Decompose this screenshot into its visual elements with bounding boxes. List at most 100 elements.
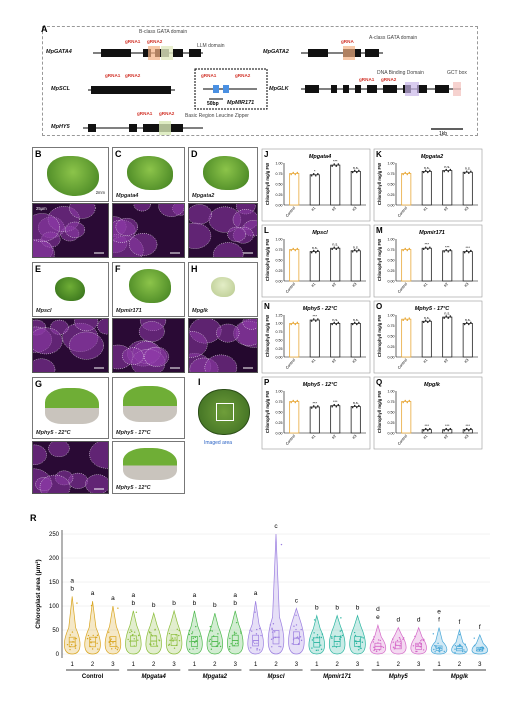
y-tick-label: 0.25 — [388, 421, 395, 425]
significance-letter: a — [193, 592, 197, 599]
line-number: 3 — [234, 662, 238, 668]
data-point — [209, 643, 212, 645]
cell-outlines — [33, 442, 108, 493]
data-point — [233, 631, 236, 633]
data-point — [313, 619, 316, 621]
x-tick-label: Control — [397, 434, 408, 446]
cell — [39, 475, 71, 493]
data-point — [312, 405, 315, 407]
y-tick-label: 0.00 — [388, 279, 395, 283]
box — [191, 636, 198, 647]
y-tick-label: 1.00 — [388, 161, 395, 165]
data-point — [408, 171, 411, 174]
box — [231, 634, 239, 647]
data-point — [149, 632, 151, 634]
data-point — [351, 171, 354, 174]
panel-c-label: C — [115, 149, 122, 159]
data-point — [377, 642, 379, 644]
y-tick-label: 0.75 — [388, 400, 395, 404]
data-point — [294, 323, 297, 326]
data-point — [311, 647, 313, 649]
bar — [442, 250, 453, 282]
box — [313, 637, 321, 648]
panel-a-label: A — [41, 24, 48, 34]
cell-outline — [69, 204, 96, 219]
data-point — [470, 427, 472, 430]
genotype-caption: Mpscl — [36, 308, 52, 314]
y-tick-label: 0.50 — [388, 182, 395, 186]
data-point — [465, 170, 468, 173]
significance-label: *** — [333, 160, 338, 164]
y-tick-label: 1.00 — [276, 389, 283, 393]
data-point — [429, 427, 431, 430]
bar-chart-L: L Mpscl 0.00 0.25 0.50 0.75 1.00 Chlorophyll mg… — [261, 224, 371, 298]
significance-label: n.s. — [424, 316, 430, 320]
data-point — [178, 639, 181, 642]
significance-label: n.s. — [312, 246, 318, 250]
data-point — [252, 641, 254, 643]
data-point — [295, 614, 297, 617]
data-point — [292, 321, 295, 324]
data-point — [402, 173, 404, 176]
y-axis-label: Chlorophyll mg/g FW — [377, 163, 382, 205]
data-point — [354, 640, 356, 642]
data-point — [433, 648, 435, 651]
data-point — [333, 246, 336, 249]
y-axis-label: Chlorophyll mg/g FW — [377, 315, 382, 357]
line-number: 1 — [132, 662, 136, 668]
data-point — [400, 640, 402, 642]
data-point — [419, 646, 422, 648]
data-point — [292, 399, 295, 402]
data-point — [481, 647, 484, 649]
data-point — [294, 401, 297, 404]
data-point — [129, 631, 131, 634]
data-point — [337, 163, 340, 165]
data-point — [408, 399, 411, 402]
data-point — [435, 645, 437, 647]
data-point — [449, 427, 452, 430]
grna-label: gRNA1 — [201, 73, 217, 78]
y-tick-label: 0.75 — [388, 324, 395, 328]
significance-label: *** — [425, 424, 430, 428]
y-tick-label: 0.25 — [388, 269, 395, 273]
data-point — [337, 403, 340, 406]
data-point — [360, 647, 362, 650]
data-point — [424, 427, 427, 430]
data-point — [481, 647, 483, 649]
data-point — [470, 321, 472, 324]
data-point — [481, 649, 483, 652]
data-point — [317, 249, 319, 252]
data-point — [421, 639, 423, 641]
violin-shape — [349, 614, 366, 655]
genotype-caption: Mphy5 - 17°C — [116, 430, 151, 436]
y-tick-label: 0.75 — [276, 330, 283, 334]
data-point — [475, 649, 478, 652]
x-tick-label: Control — [397, 282, 408, 294]
data-point — [280, 646, 282, 648]
data-point — [192, 637, 194, 639]
data-point — [396, 639, 399, 642]
data-point — [377, 639, 380, 641]
significance-label: n.s. — [332, 243, 338, 247]
data-point — [445, 315, 448, 317]
data-point — [447, 250, 450, 253]
data-point — [310, 407, 313, 409]
data-point — [292, 171, 295, 174]
data-point — [336, 643, 338, 645]
line-number: 1 — [254, 662, 258, 668]
data-point — [109, 637, 111, 639]
scale-1kb: 1kb — [439, 131, 448, 137]
bar — [330, 247, 341, 282]
cell-outline — [235, 204, 256, 215]
data-point — [89, 638, 92, 641]
domain-annotation: GCT box — [447, 70, 467, 76]
data-point — [465, 427, 468, 430]
panel-label: N — [264, 302, 270, 311]
data-point — [438, 650, 440, 652]
data-point — [333, 321, 336, 324]
data-point — [332, 645, 334, 648]
cell — [189, 331, 208, 358]
data-point — [148, 631, 151, 633]
data-point — [354, 634, 357, 637]
data-point — [240, 630, 242, 633]
